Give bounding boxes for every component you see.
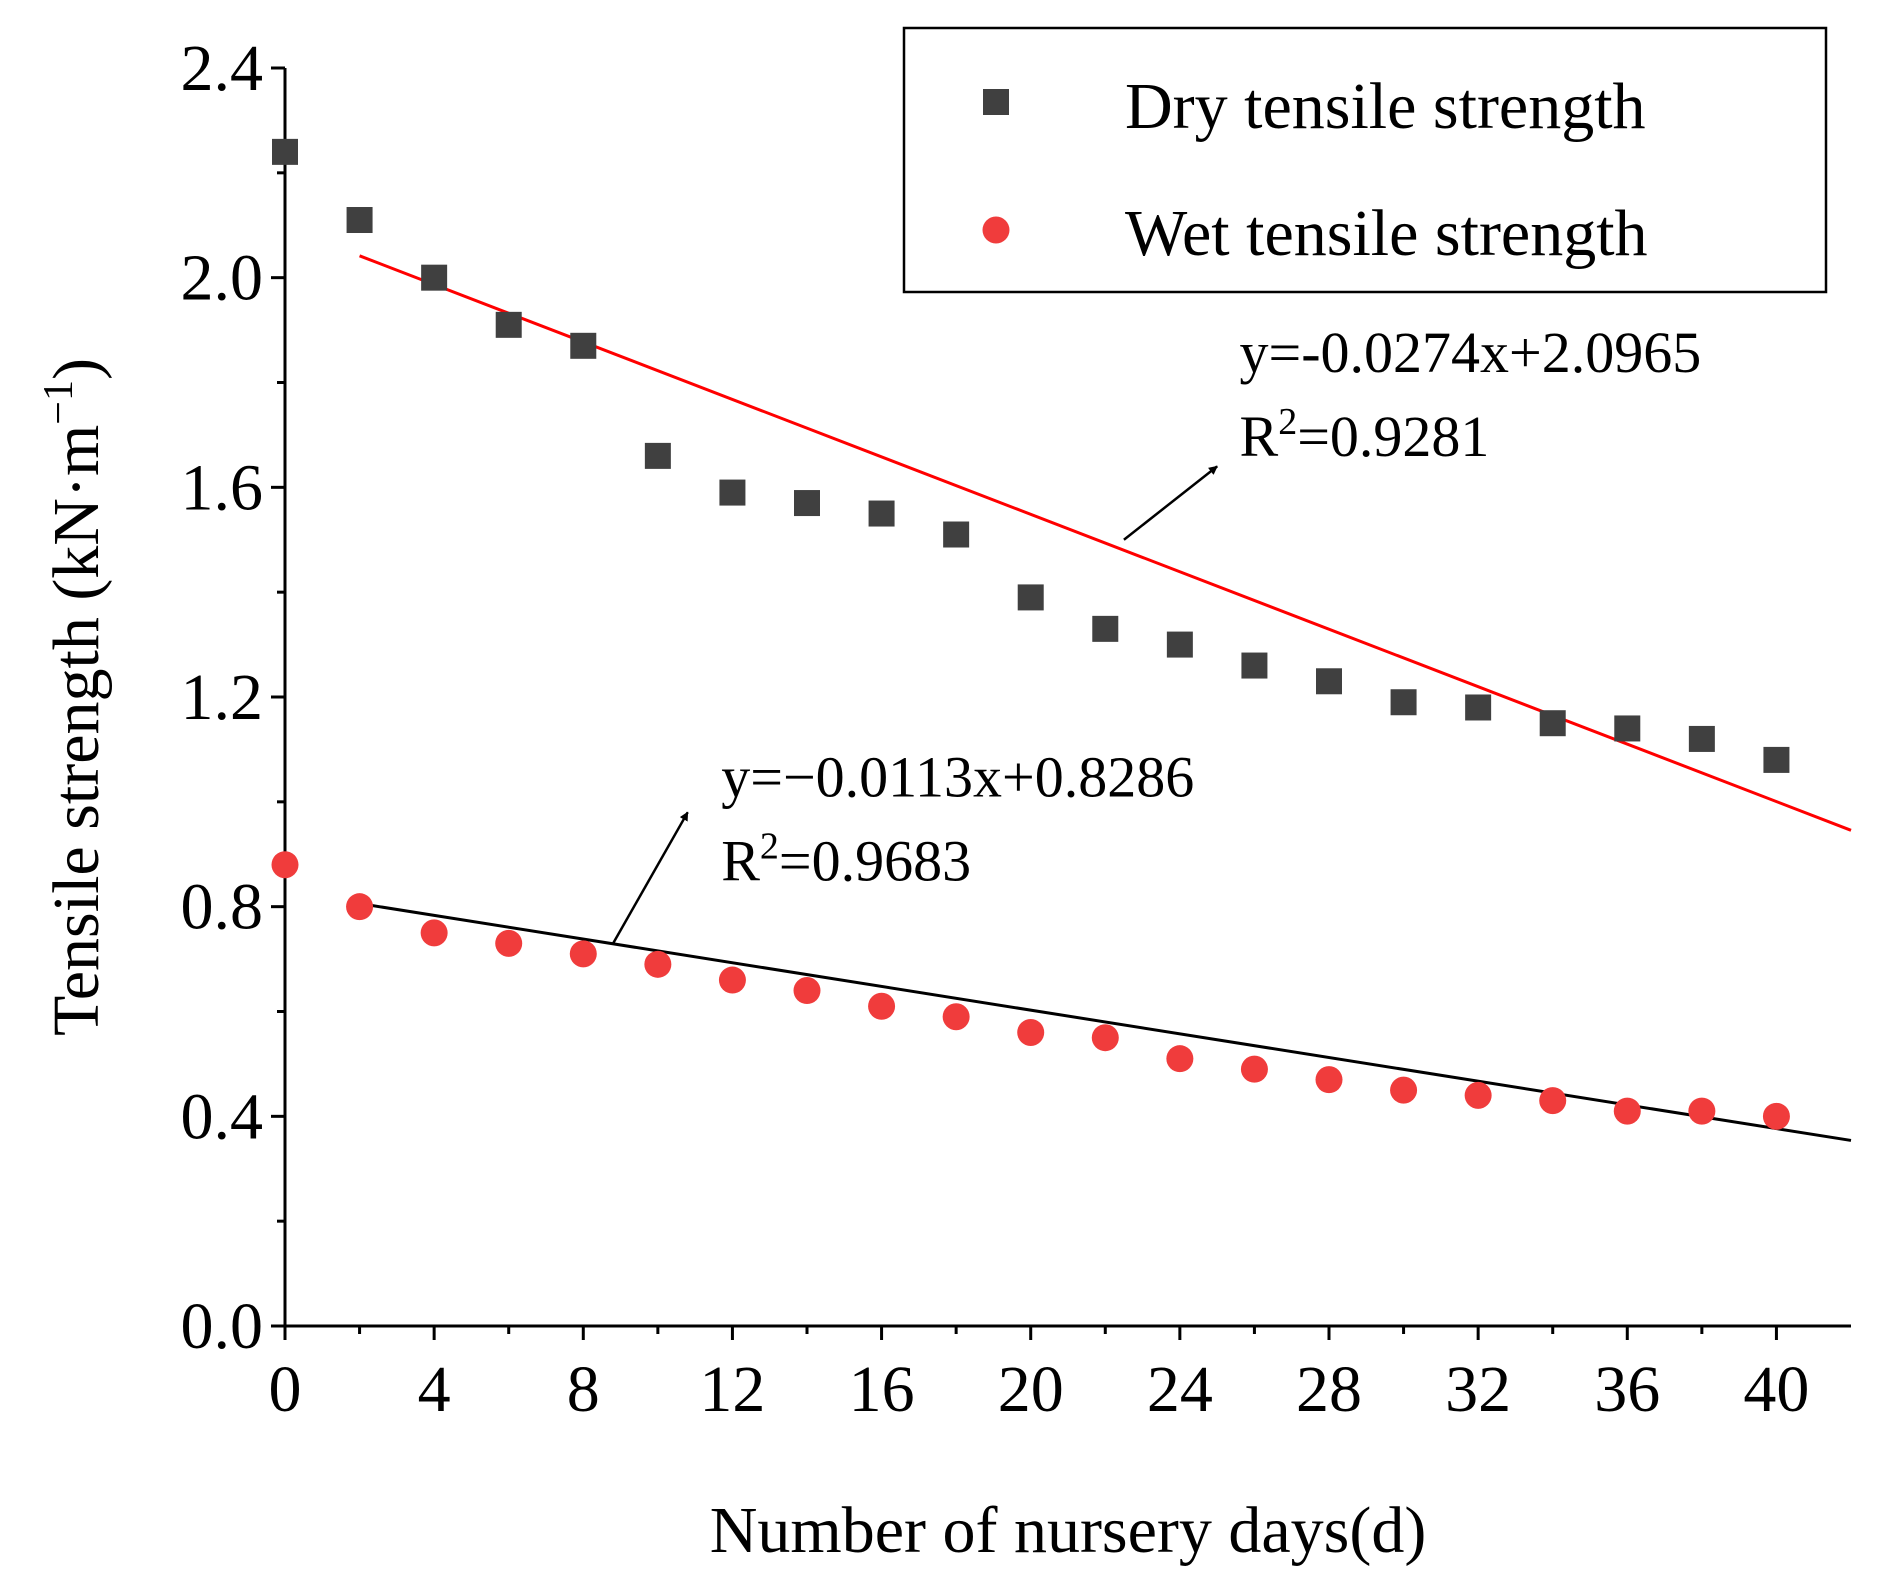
dry-fit-equation: y=-0.0274x+2.0965 [1240, 320, 1702, 385]
wet-data-point [271, 851, 299, 879]
wet-data-point [942, 1003, 970, 1031]
y-tick-label: 2.4 [181, 32, 264, 105]
dry-data-point [570, 332, 597, 359]
dry-data-point [1614, 715, 1641, 742]
dry-data-point [1688, 725, 1715, 752]
x-tick-label: 20 [998, 1353, 1064, 1426]
wet-annotation-arrow [612, 811, 689, 944]
y-tick-label: 2.0 [181, 242, 264, 315]
wet-data-point [1539, 1087, 1567, 1115]
x-axis-title: Number of nursery days(d) [710, 1494, 1427, 1567]
dry-data-point [1017, 584, 1044, 611]
dry-data-point [794, 490, 820, 517]
dry-data-point [719, 479, 746, 506]
y-tick-label: 0.0 [181, 1290, 264, 1363]
wet-data-point [1017, 1018, 1045, 1046]
dry-data-point [1166, 631, 1193, 658]
x-tick-label: 36 [1594, 1353, 1660, 1426]
wet-data-point [1688, 1097, 1716, 1125]
y-axis-title-close: ) [40, 358, 113, 380]
dry-data-point [868, 500, 895, 527]
y-axis-title-text: Tensile strength (kN·m [40, 425, 113, 1036]
wet-fit-line [359, 902, 1852, 1142]
wet-data-point [1390, 1076, 1418, 1104]
wet-data-point [718, 966, 746, 994]
dry-data-point [1092, 615, 1119, 642]
x-tick-label: 40 [1743, 1353, 1809, 1426]
y-tick-label: 1.6 [181, 451, 264, 524]
data-points [271, 138, 1790, 1130]
wet-data-point [420, 919, 448, 947]
wet-data-point [1613, 1097, 1641, 1125]
dry-data-point [272, 138, 298, 165]
dry-data-point [1763, 746, 1790, 773]
wet-data-point [1762, 1102, 1790, 1130]
x-tick-label: 0 [269, 1353, 302, 1426]
x-tick-label: 28 [1296, 1353, 1362, 1426]
wet-data-point [1091, 1024, 1119, 1052]
y-axis-title-exponent: −1 [36, 380, 82, 425]
y-tick-label: 0.4 [181, 1080, 264, 1153]
dry-data-point [1390, 689, 1417, 716]
x-tick-label: 16 [849, 1353, 915, 1426]
x-tick-label: 24 [1147, 1353, 1213, 1426]
fit-annotations: y=-0.0274x+2.0965 R2=0.9281 y=−0.0113x+0.8… [612, 320, 1702, 944]
dry-fit-line [359, 254, 1852, 832]
y-tick-label: 0.8 [181, 871, 264, 944]
dry-data-point [346, 207, 373, 234]
legend-marker-wet [982, 216, 1010, 244]
wet-data-point [1240, 1055, 1268, 1083]
fit-lines [359, 254, 1852, 1142]
x-tick-label: 8 [567, 1353, 600, 1426]
dry-fit-r2: R2=0.9281 [1240, 401, 1490, 469]
y-axis-title: Tensile strength (kN·m−1) [36, 358, 113, 1036]
wet-data-point [793, 977, 821, 1005]
dry-data-point [943, 521, 970, 548]
legend-box [902, 26, 1828, 294]
dry-data-point [1465, 694, 1492, 721]
wet-fit-r2: R2=0.9683 [721, 826, 971, 894]
legend: Dry tensile strength Wet tensile strengt… [902, 26, 1828, 294]
legend-marker-dry [983, 89, 1009, 115]
legend-label-dry: Dry tensile strength [1125, 70, 1646, 143]
wet-data-point [1464, 1081, 1492, 1109]
wet-data-point [644, 950, 672, 978]
wet-data-point [495, 929, 523, 957]
wet-data-point [1166, 1045, 1194, 1073]
x-tick-label: 4 [418, 1353, 451, 1426]
wet-data-point [569, 940, 597, 968]
x-tick-label: 32 [1445, 1353, 1511, 1426]
wet-data-point [1315, 1066, 1343, 1094]
wet-fit-equation: y=−0.0113x+0.8286 [721, 745, 1194, 810]
axis-ticks: 0 4 8 12 16 20 24 28 32 36 40 0.0 0.4 0.8 1.2 1.6 2.0 2.4 [181, 32, 1810, 1426]
dry-data-point [1316, 668, 1342, 695]
dry-data-point [421, 264, 448, 291]
dry-data-point [495, 311, 522, 338]
x-tick-label: 12 [699, 1353, 765, 1426]
dry-data-point [1539, 710, 1566, 737]
dry-annotation-arrow [1123, 465, 1218, 541]
dry-data-point [1241, 652, 1268, 679]
wet-data-point [346, 893, 374, 921]
wet-data-point [868, 992, 896, 1020]
legend-label-wet: Wet tensile strength [1125, 197, 1648, 270]
y-tick-label: 1.2 [181, 661, 264, 734]
dry-data-point [644, 442, 671, 469]
